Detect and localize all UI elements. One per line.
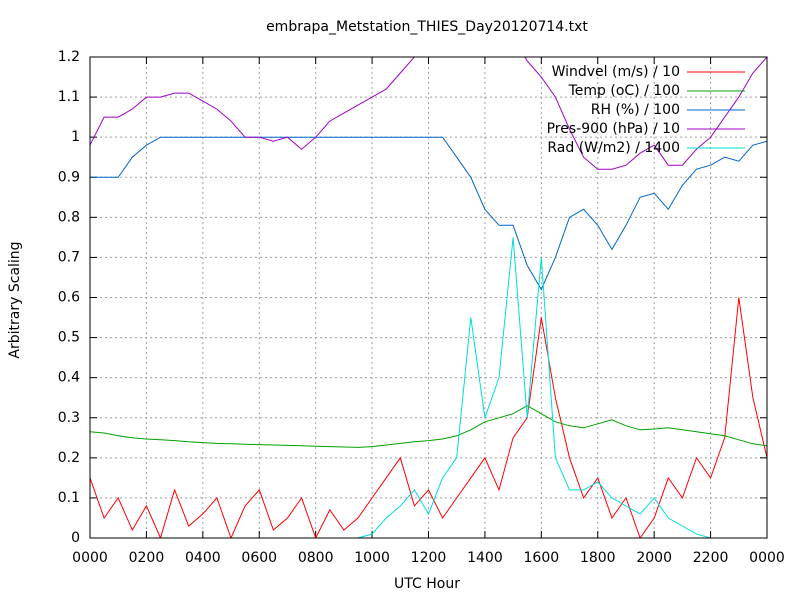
chart-title: embrapa_Metstation_THIES_Day20120714.txt (266, 19, 588, 35)
y-tick-label: 0.7 (58, 249, 80, 265)
y-tick-label: 0.4 (58, 370, 80, 386)
y-tick-label: 0.8 (58, 209, 80, 225)
legend-label: Temp (oC) / 100 (568, 83, 680, 99)
x-axis-label: UTC Hour (394, 576, 460, 592)
x-tick-label: 0400 (185, 550, 221, 566)
y-axis-label: Arbitrary Scaling (7, 241, 23, 358)
data-line (90, 57, 767, 170)
y-tick-label: 0.6 (58, 290, 80, 306)
y-tick-label: 0.1 (58, 490, 80, 506)
data-line (90, 405, 767, 448)
y-tick-label: 1.1 (58, 89, 80, 105)
plot-area (90, 57, 767, 538)
legend-label: Rad (W/m2) / 1400 (547, 140, 680, 156)
y-tick-label: 1.2 (58, 49, 80, 65)
y-tick-label: 0 (71, 530, 80, 546)
legend-label: Pres-900 (hPa) / 10 (547, 121, 680, 137)
x-tick-label: 1600 (524, 550, 560, 566)
x-tick-label: 1400 (467, 550, 503, 566)
legend-label: RH (%) / 100 (591, 102, 680, 118)
x-tick-label: 0800 (298, 550, 334, 566)
x-tick-label: 0000 (72, 550, 108, 566)
x-tick-label: 0000 (749, 550, 785, 566)
legend-label: Windvel (m/s) / 10 (552, 64, 680, 80)
data-line (90, 136, 767, 291)
x-tick-label: 0200 (129, 550, 165, 566)
y-tick-label: 0.5 (58, 330, 80, 346)
x-tick-label: 2200 (693, 550, 729, 566)
data-line (90, 297, 767, 538)
plot-border (89, 56, 768, 539)
x-tick-label: 1000 (354, 550, 390, 566)
x-tick-label: 1200 (411, 550, 447, 566)
x-tick-label: 2000 (636, 550, 672, 566)
x-tick-label: 0600 (241, 550, 277, 566)
y-tick-label: 0.2 (58, 450, 80, 466)
data-line (90, 237, 767, 538)
y-tick-label: 1 (71, 129, 80, 145)
y-tick-label: 0.3 (58, 410, 80, 426)
y-tick-label: 0.9 (58, 169, 80, 185)
x-tick-label: 1800 (580, 550, 616, 566)
